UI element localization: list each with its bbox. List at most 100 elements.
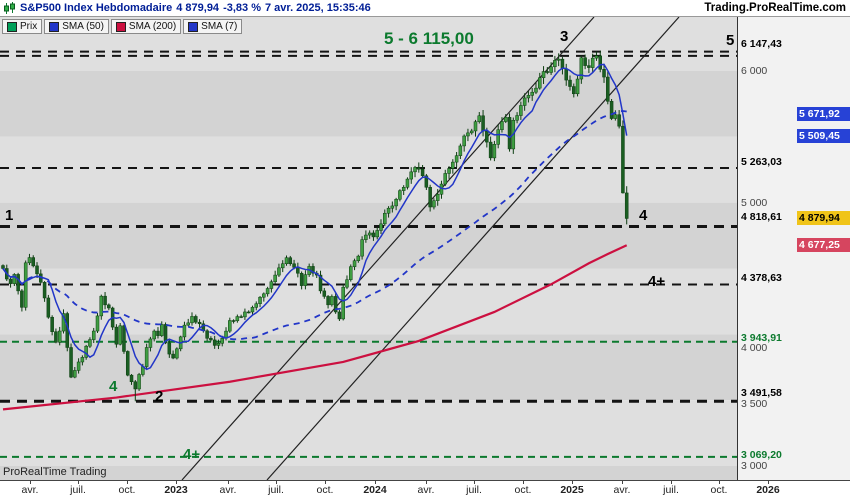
candle-body bbox=[190, 316, 194, 324]
candle-body bbox=[405, 178, 410, 188]
time-tick-label: oct. bbox=[316, 484, 334, 496]
candle-body bbox=[349, 266, 353, 280]
time-tick-mark bbox=[30, 481, 31, 484]
candle-body bbox=[451, 161, 455, 169]
candle-body bbox=[352, 260, 357, 267]
candle-body bbox=[186, 322, 190, 326]
candlestick-icon bbox=[4, 1, 15, 14]
candle-body bbox=[27, 257, 32, 264]
price-change: -3,83 % bbox=[223, 2, 261, 14]
price-axis[interactable]: 6 000 5 000 4 000 3 500 3 000 6 147,43 5 263,0… bbox=[737, 17, 850, 480]
candle-body bbox=[163, 324, 168, 344]
candle-body bbox=[16, 274, 20, 292]
candle-body bbox=[311, 266, 315, 274]
candle-body bbox=[299, 272, 304, 286]
candle-body bbox=[473, 121, 478, 132]
watermark: ProRealTime Trading bbox=[3, 466, 107, 478]
candle-body bbox=[337, 311, 342, 320]
price-tick: 3 000 bbox=[741, 460, 768, 472]
candle-body bbox=[587, 65, 591, 68]
candle-body bbox=[73, 370, 77, 378]
trendline bbox=[181, 17, 595, 480]
candle-body bbox=[477, 115, 482, 122]
candle-body bbox=[360, 239, 364, 257]
candle-body bbox=[322, 290, 327, 297]
candle-body bbox=[500, 121, 504, 130]
time-tick-mark bbox=[127, 481, 128, 484]
candle-body bbox=[137, 374, 141, 390]
price-tick: 3 500 bbox=[741, 398, 768, 411]
price-badge: 4 879,94 bbox=[797, 211, 850, 226]
candle-body bbox=[318, 274, 323, 292]
candle-body bbox=[564, 68, 568, 81]
candle-body bbox=[243, 311, 247, 318]
candle-body bbox=[209, 338, 213, 341]
candle-body bbox=[538, 77, 542, 89]
level-label: 3 069,20 bbox=[741, 448, 782, 461]
candle-body bbox=[420, 168, 425, 177]
indicator-legend: Prix SMA (50) SMA (200) SMA (7) bbox=[2, 19, 243, 34]
candle-body bbox=[454, 155, 459, 163]
candle-body bbox=[522, 97, 527, 106]
level-label: 3 491,58 bbox=[741, 387, 782, 400]
candle-body bbox=[413, 167, 417, 173]
candle-body bbox=[156, 330, 160, 336]
price-tick: 5 000 bbox=[741, 196, 768, 209]
candle-body bbox=[326, 296, 330, 306]
candle-body bbox=[469, 130, 474, 134]
candle-body bbox=[269, 281, 274, 289]
candle-body bbox=[239, 316, 243, 318]
candle-body bbox=[526, 95, 531, 99]
price-tick: 6 000 bbox=[741, 65, 768, 77]
legend-item-sma-200-[interactable]: SMA (200) bbox=[110, 19, 182, 34]
candle-body bbox=[507, 117, 512, 150]
bg-band bbox=[0, 334, 737, 401]
candle-body bbox=[91, 330, 96, 340]
candle-body bbox=[103, 295, 107, 306]
legend-item-sma-50-[interactable]: SMA (50) bbox=[44, 19, 109, 34]
candle-body bbox=[280, 263, 285, 269]
candle-body bbox=[534, 87, 538, 93]
level-label: 4 818,61 bbox=[741, 210, 782, 223]
candle-body bbox=[254, 303, 259, 308]
time-tick-label: oct. bbox=[118, 484, 136, 496]
candle-body bbox=[194, 316, 198, 323]
candle-body bbox=[379, 223, 383, 231]
legend-item-sma-7-[interactable]: SMA (7) bbox=[183, 19, 243, 34]
sma7-line bbox=[2, 63, 628, 371]
legend-label: SMA (7) bbox=[201, 21, 238, 32]
candle-body bbox=[417, 167, 421, 170]
legend-item-prix[interactable]: Prix bbox=[2, 19, 43, 34]
candle-body bbox=[364, 234, 368, 240]
candle-body bbox=[394, 198, 398, 207]
price-badge: 5 509,45 bbox=[797, 128, 850, 143]
candle-body bbox=[273, 274, 277, 283]
candle-body bbox=[114, 326, 119, 345]
candle-body bbox=[133, 381, 138, 390]
candle-body bbox=[61, 313, 66, 332]
time-tick-mark bbox=[523, 481, 524, 484]
time-axis[interactable]: avr. juil. oct. 2023 avr. juil. oct. 2024 avr. ju… bbox=[0, 480, 850, 500]
candle-body bbox=[572, 86, 576, 95]
candle-body bbox=[443, 173, 448, 185]
candle-body bbox=[250, 307, 255, 313]
candle-body bbox=[617, 114, 621, 127]
bg-band bbox=[0, 136, 737, 203]
time-tick-label: juil. bbox=[268, 484, 284, 496]
price-plot[interactable] bbox=[0, 17, 737, 480]
sma200-line bbox=[2, 244, 628, 411]
candle-body bbox=[341, 286, 345, 320]
candle-body bbox=[31, 257, 35, 267]
candle-body bbox=[262, 293, 266, 298]
candle-body bbox=[432, 200, 436, 208]
candle-body bbox=[428, 187, 432, 208]
candle-body bbox=[488, 141, 493, 159]
time-tick-label: juil. bbox=[466, 484, 482, 496]
candle-body bbox=[458, 145, 463, 156]
candle-body bbox=[23, 262, 28, 308]
bg-band bbox=[0, 400, 737, 467]
candle-body bbox=[160, 324, 164, 336]
candle-body bbox=[553, 60, 557, 68]
legend-label: SMA (50) bbox=[62, 21, 104, 32]
